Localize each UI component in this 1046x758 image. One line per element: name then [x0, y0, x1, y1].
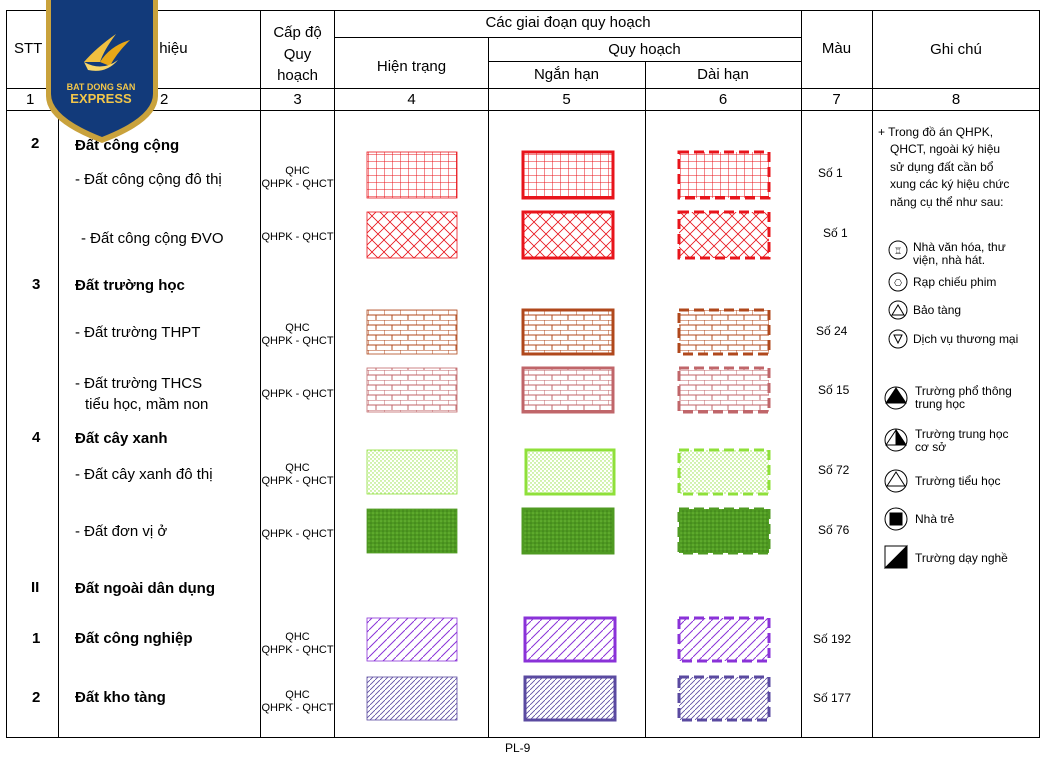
- row-color: Số 192: [813, 632, 852, 646]
- row-name: Đất kho tàng: [75, 689, 166, 706]
- note-line: sử dụng đất cần bổ: [890, 160, 994, 174]
- row-name: Đất công nghiệp: [75, 630, 193, 647]
- legend-label: Trường tiểu học: [915, 474, 1001, 488]
- row-stt: 2: [31, 135, 40, 152]
- col-num-1: 1: [26, 91, 35, 108]
- row-color: Số 24: [816, 324, 848, 338]
- row-name: Đất cây xanh: [75, 430, 168, 447]
- header-stages: Các giai đoạn quy hoạch: [485, 14, 651, 31]
- row-level: QHC QHPK - QHCT: [261, 689, 334, 714]
- row-stt: II: [31, 579, 40, 596]
- row-name: - Đất đơn vị ở: [75, 523, 168, 540]
- col-num-6: 6: [718, 91, 728, 108]
- vocational-school-icon: [883, 544, 908, 569]
- row-level: QHC QHPK - QHCT: [261, 462, 334, 487]
- swatch-industry: [366, 616, 771, 663]
- col-num-2: 2: [160, 91, 169, 108]
- row-name: - Đất trường THPT: [75, 324, 201, 341]
- col-num-3: 3: [293, 91, 302, 108]
- row-color: Số 177: [813, 691, 852, 705]
- swatch-school-thcs: [366, 366, 771, 414]
- row-stt: 1: [32, 630, 41, 647]
- row-color: Số 1: [818, 166, 843, 180]
- legend-label: Trường phổ thông trung học: [915, 384, 1012, 411]
- row-name: - Đất trường THCS: [75, 375, 203, 392]
- row-level: QHPK - QHCT: [261, 388, 334, 400]
- note-line: năng cụ thể như sau:: [890, 195, 1004, 209]
- col-num-8: 8: [951, 91, 961, 108]
- header-level-1: Cấp độ: [273, 24, 322, 41]
- svg-text:♖: ♖: [894, 246, 902, 256]
- swatch-warehouse: [366, 675, 771, 722]
- col-num-5: 5: [562, 91, 571, 108]
- note-line: + Trong đồ án QHPK,: [878, 125, 994, 139]
- commerce-icon: [888, 329, 908, 349]
- row-name: Đất trường học: [75, 277, 185, 294]
- swatch-school-thpt: [366, 308, 771, 356]
- row-stt: 2: [32, 689, 41, 706]
- legend-label: Nhà văn hóa, thư viện, nhà hát.: [913, 240, 1006, 267]
- legend-label: Nhà trẻ: [915, 512, 955, 526]
- swatch-green-unit: [366, 507, 771, 555]
- note-line: QHCT, ngoài ký hiệu: [890, 142, 1001, 156]
- theatre-icon: ♖: [888, 240, 908, 260]
- secondary-school-icon: [884, 428, 908, 452]
- row-color: Số 1: [823, 226, 848, 240]
- row-level: QHC QHPK - QHCT: [261, 322, 334, 347]
- row-color: Số 76: [818, 523, 850, 537]
- kindergarten-icon: [884, 507, 908, 531]
- row-level: QHC QHPK - QHCT: [261, 165, 334, 190]
- header-plan: Quy hoạch: [608, 41, 681, 58]
- header-long: Dài hạn: [697, 66, 749, 83]
- museum-icon: [888, 300, 908, 320]
- note-line: xung các ký hiệu chức: [890, 177, 1010, 191]
- swatch-green-urban: [366, 448, 771, 496]
- page-number: PL-9: [505, 741, 531, 755]
- row-color: Số 15: [818, 383, 850, 397]
- logo-text-top: BAT DONG SAN: [66, 82, 136, 92]
- header-short: Ngắn hạn: [533, 66, 600, 83]
- col-num-4: 4: [407, 91, 416, 108]
- row-name: Đất ngoài dân dụng: [75, 580, 215, 597]
- svg-text:⎔: ⎔: [894, 278, 902, 288]
- row-name: - Đất công cộng đô thị: [75, 171, 222, 188]
- logo-text-bottom: EXPRESS: [70, 91, 132, 106]
- row-level: QHPK - QHCT: [261, 231, 334, 243]
- legend-label: Dịch vụ thương mại: [913, 332, 1019, 346]
- bird-icon: [84, 34, 130, 71]
- swatch-public-unit: [366, 210, 771, 260]
- legend-label: Trường trung học cơ sở: [915, 427, 1009, 454]
- row-stt: 3: [32, 276, 41, 293]
- row-name: - Đất cây xanh đô thị: [75, 466, 213, 483]
- row-level: QHPK - QHCT: [261, 528, 334, 540]
- row-stt: 4: [32, 429, 41, 446]
- header-note: Ghi chú: [930, 41, 982, 58]
- legend-label: Trường dạy nghề: [915, 551, 1008, 565]
- header-level-2: Quy: [283, 46, 312, 63]
- row-name: - Đất công cộng ĐVO: [81, 230, 224, 247]
- legend-label: Bảo tàng: [913, 303, 962, 317]
- header-level-3: hoạch: [277, 67, 318, 84]
- row-color: Số 72: [818, 463, 850, 477]
- primary-school-icon: [884, 469, 908, 493]
- cinema-icon: ⎔: [888, 272, 908, 292]
- high-school-icon: [884, 386, 908, 410]
- header-stt: STT: [14, 40, 43, 57]
- row-level: QHC QHPK - QHCT: [261, 631, 334, 656]
- header-current: Hiện trạng: [376, 58, 447, 75]
- swatch-public-urban: [366, 150, 771, 200]
- legend-label: Rạp chiếu phim: [913, 275, 997, 289]
- brand-logo: [46, 0, 158, 143]
- header-color: Màu: [821, 40, 852, 57]
- row-name-line2: tiểu học, mầm non: [85, 396, 209, 413]
- col-num-7: 7: [832, 91, 841, 108]
